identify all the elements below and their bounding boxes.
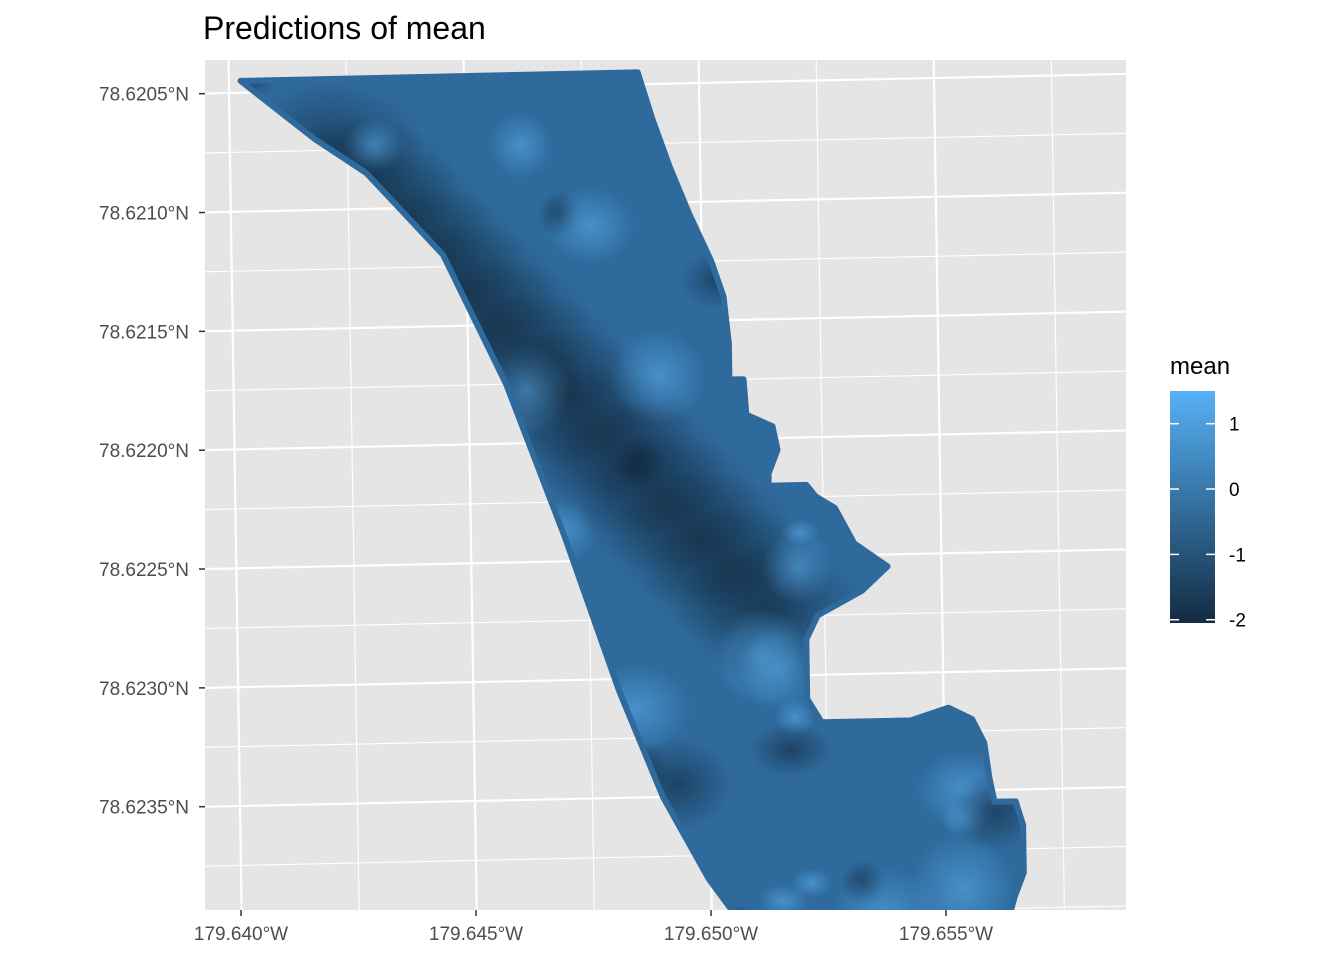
- legend-colorbar: [1170, 391, 1215, 623]
- y-tick-label: 78.6205°N: [99, 85, 189, 106]
- y-tick-label: 78.6225°N: [99, 560, 189, 581]
- legend-title: mean: [1170, 353, 1230, 380]
- axes: 78.6205°N 78.6210°N 78.6215°N 78.6220°N 78.6…: [99, 85, 993, 945]
- legend: mean 1 0 -1 -2: [1170, 353, 1246, 632]
- region-edge: [237, 69, 1027, 910]
- x-tick-label: 179.640°W: [194, 924, 288, 945]
- y-tick-label: 78.6220°N: [99, 441, 189, 462]
- legend-break-label: -2: [1229, 611, 1246, 632]
- legend-break-label: 1: [1229, 415, 1240, 436]
- x-tick-label: 179.655°W: [899, 924, 993, 945]
- y-tick-label: 78.6210°N: [99, 204, 189, 225]
- chart-title: Predictions of mean: [203, 10, 486, 46]
- y-tick-label: 78.6215°N: [99, 322, 189, 343]
- y-tick-label: 78.6235°N: [99, 798, 189, 819]
- legend-break-label: 0: [1229, 480, 1240, 501]
- x-tick-label: 179.645°W: [429, 924, 523, 945]
- grid-line-lat: [913, 905, 1126, 910]
- y-tick-label: 78.6230°N: [99, 679, 189, 700]
- x-tick-label: 179.650°W: [664, 924, 758, 945]
- legend-break-label: -1: [1229, 545, 1246, 566]
- grid-line-lat: [205, 191, 1126, 214]
